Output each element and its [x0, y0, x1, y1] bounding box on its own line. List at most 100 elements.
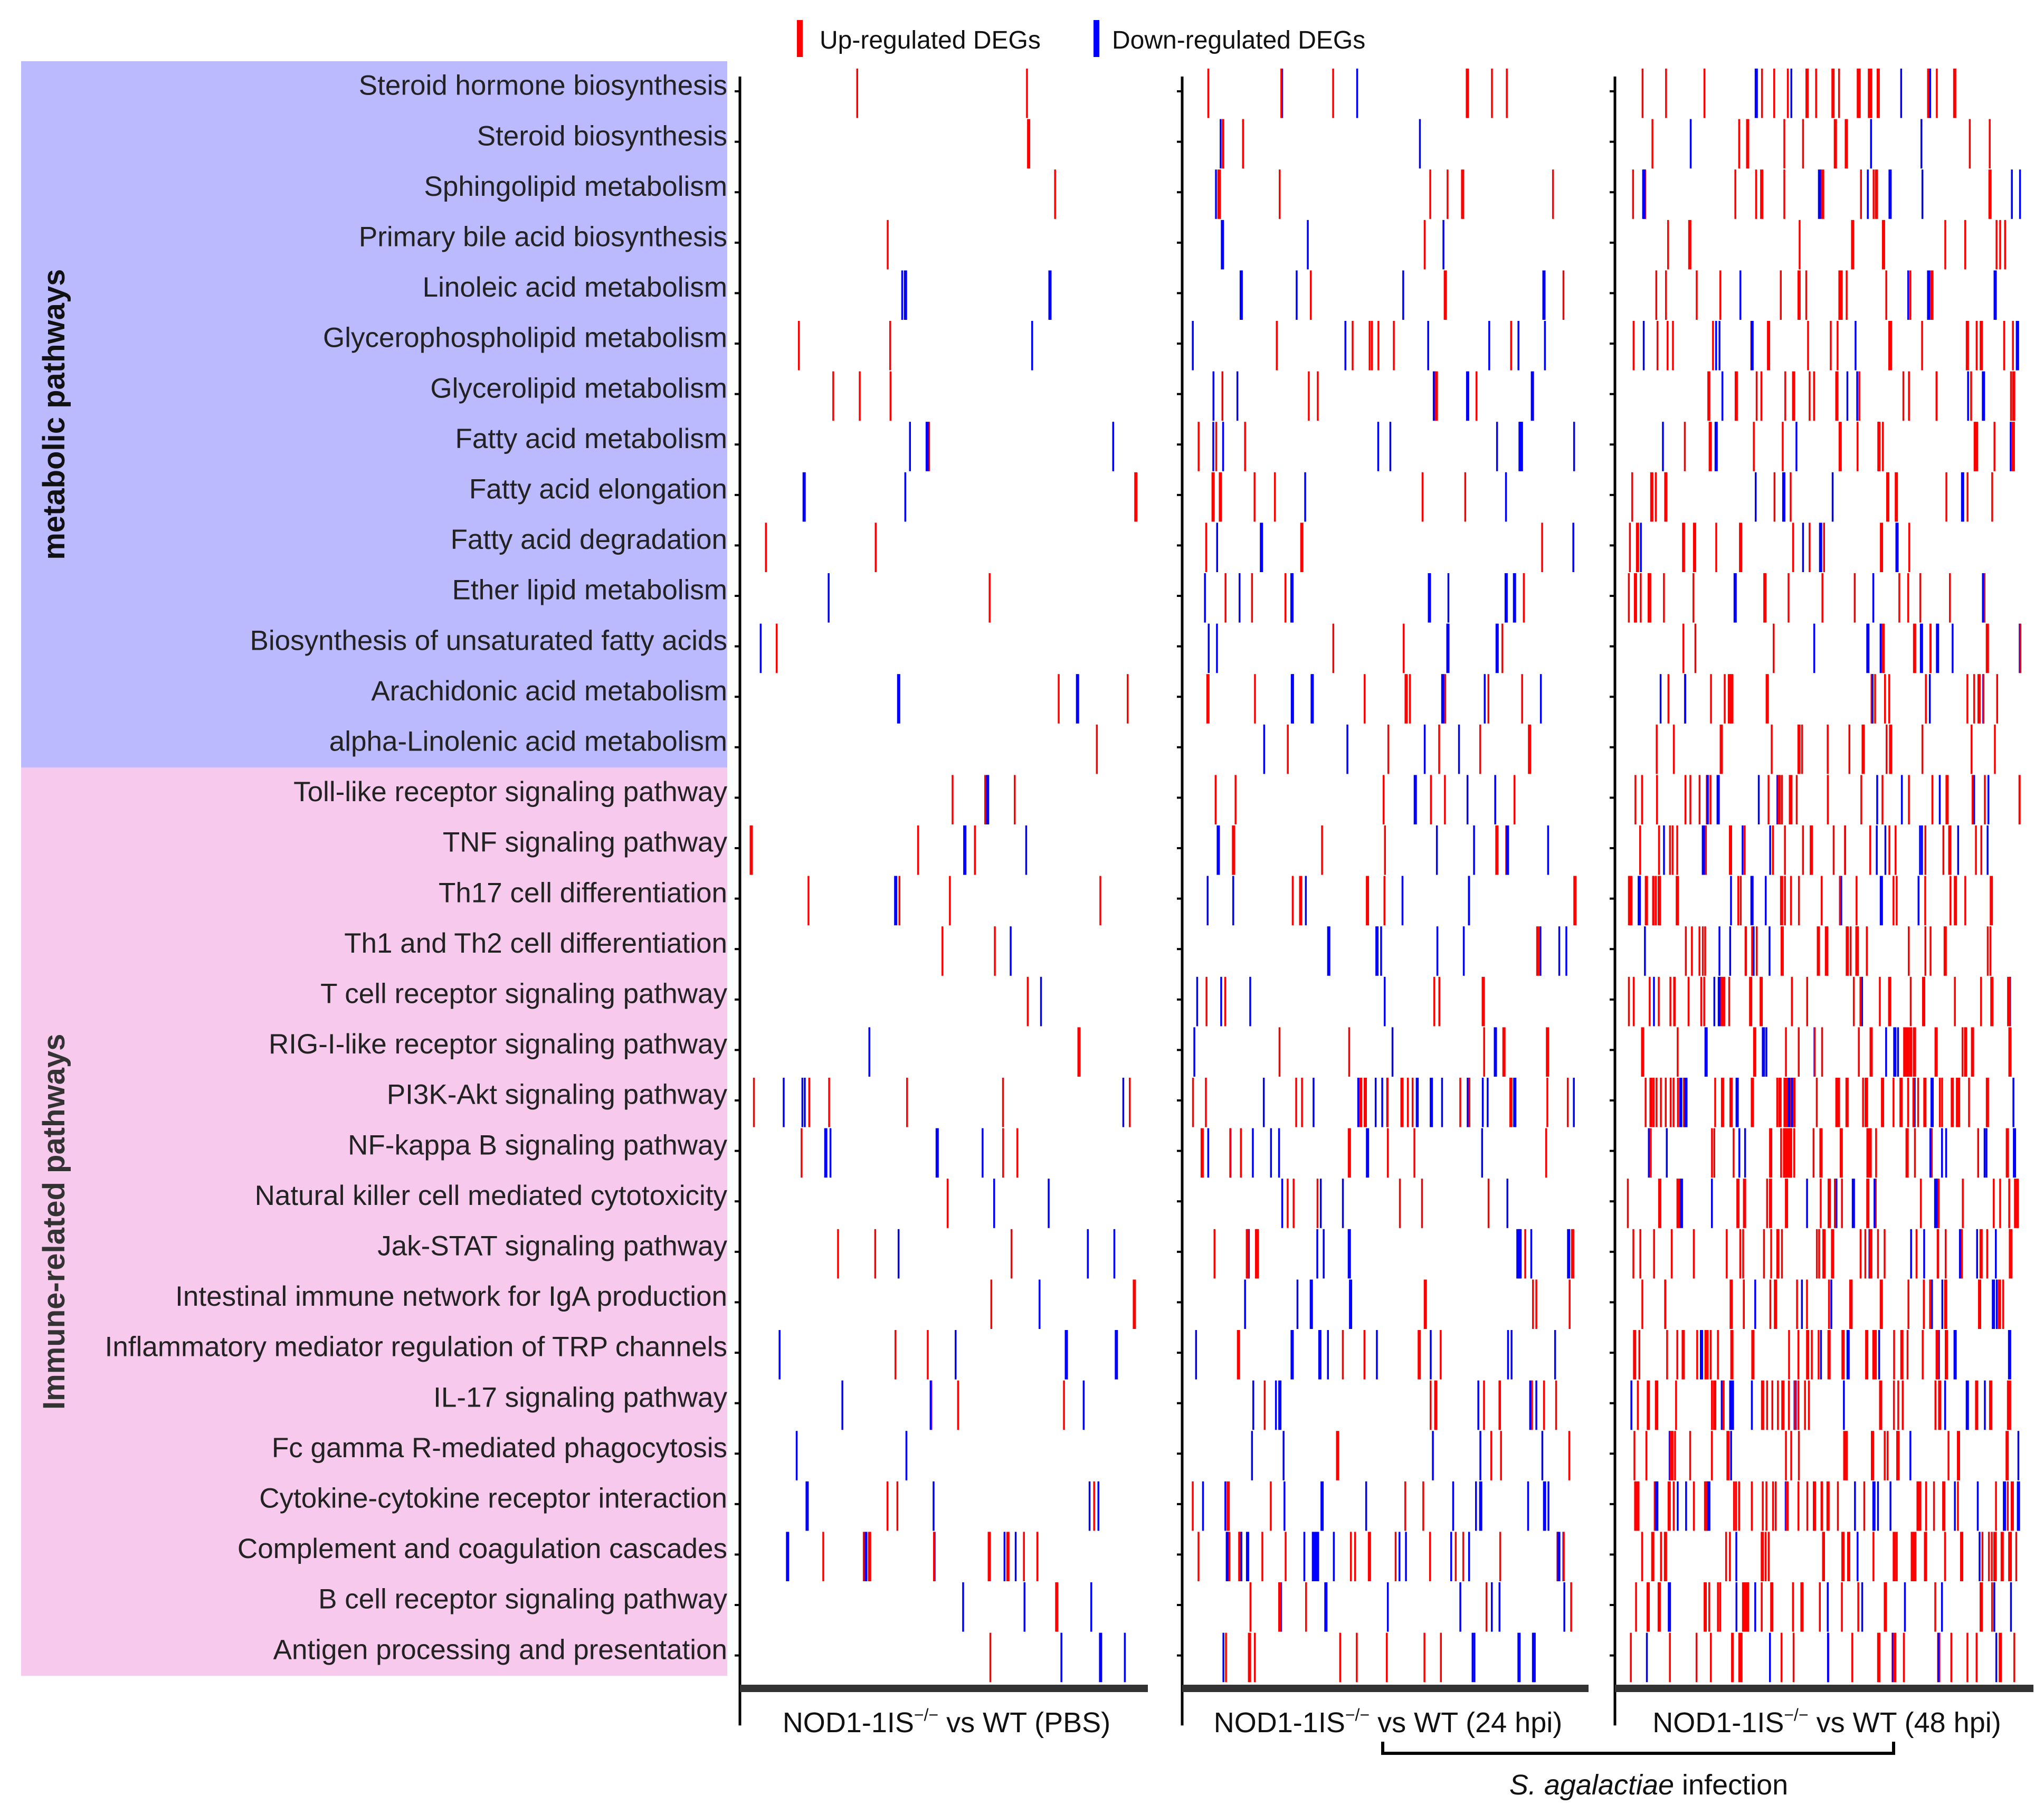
deg-mark-up: [1881, 623, 1885, 673]
deg-mark-down: [1742, 825, 1744, 875]
deg-mark-down: [1494, 1027, 1497, 1077]
deg-mark-up: [1310, 270, 1312, 320]
deg-mark-up: [1948, 825, 1952, 875]
deg-mark-down: [1196, 976, 1199, 1027]
deg-mark-up: [1656, 1078, 1658, 1127]
deg-mark-up: [1884, 1582, 1887, 1632]
deg-mark-down: [1907, 270, 1909, 320]
deg-mark-up: [1444, 775, 1446, 824]
deg-mark-up: [1888, 976, 1891, 1027]
deg-mark-down: [1122, 1078, 1125, 1127]
deg-mark-down: [1484, 674, 1486, 724]
deg-mark-down: [1900, 775, 1903, 824]
deg-mark-down: [1730, 1431, 1732, 1480]
deg-mark-up: [1023, 1532, 1025, 1581]
deg-mark-up: [1727, 674, 1731, 724]
deg-mark-up: [1656, 1380, 1659, 1430]
deg-mark-up: [856, 69, 858, 118]
deg-mark-up: [1831, 1229, 1834, 1279]
deg-mark-up: [1908, 775, 1910, 824]
deg-mark-down: [1700, 1330, 1703, 1380]
deg-mark-up: [1907, 573, 1909, 623]
deg-mark-down: [1216, 825, 1220, 875]
deg-mark-up: [1255, 1229, 1258, 1279]
deg-mark-down: [1888, 169, 1892, 219]
deg-mark-down: [1818, 169, 1821, 219]
deg-mark-up: [1813, 371, 1815, 421]
deg-mark-up: [1980, 321, 1983, 371]
deg-mark-up: [1429, 169, 1431, 219]
deg-mark-up: [1968, 1078, 1970, 1127]
deg-mark-up: [1893, 1632, 1896, 1683]
deg-mark-up: [1818, 1330, 1820, 1380]
deg-mark-up: [1675, 1380, 1677, 1430]
deg-mark-up: [1784, 371, 1786, 421]
deg-mark-up: [1129, 1078, 1131, 1127]
row-label: Sphingolipid metabolism: [424, 171, 728, 202]
deg-mark-up: [1227, 1481, 1230, 1531]
deg-mark-down: [1872, 1481, 1876, 1531]
deg-mark-down: [1090, 1582, 1092, 1632]
deg-mark-down: [1750, 876, 1754, 926]
deg-mark-up: [1475, 371, 1478, 421]
deg-mark-down: [1769, 825, 1771, 875]
deg-mark-up: [1896, 1532, 1898, 1581]
deg-mark-down: [1023, 1582, 1025, 1632]
deg-mark-up: [1766, 1179, 1769, 1228]
deg-mark-up: [749, 825, 753, 875]
deg-mark-up: [1430, 775, 1432, 824]
deg-mark-up: [1852, 976, 1855, 1027]
deg-mark-up: [1789, 775, 1791, 824]
deg-mark-up: [1837, 321, 1839, 371]
deg-mark-up: [1386, 1078, 1389, 1127]
deg-mark-down: [1921, 169, 1924, 219]
deg-mark-up: [1995, 1481, 1997, 1531]
deg-mark-down: [1751, 1380, 1753, 1430]
deg-mark-down: [1861, 976, 1864, 1027]
deg-mark-down: [1481, 1128, 1484, 1178]
deg-mark-up: [1720, 976, 1723, 1027]
deg-mark-down: [1496, 422, 1498, 471]
deg-mark-up: [1898, 573, 1900, 623]
deg-mark-down: [1653, 976, 1655, 1027]
deg-mark-up: [1739, 523, 1743, 572]
deg-mark-up: [1973, 422, 1976, 471]
deg-mark-up: [1989, 119, 1991, 169]
deg-mark-up: [1902, 371, 1905, 421]
deg-mark-up: [1781, 1380, 1785, 1430]
deg-mark-up: [1737, 876, 1739, 926]
deg-mark-up: [1789, 1128, 1792, 1178]
deg-mark-up: [801, 1128, 803, 1178]
deg-mark-up: [1364, 674, 1366, 724]
deg-mark-up: [1192, 1078, 1194, 1127]
deg-mark-up: [1950, 876, 1952, 926]
deg-mark-up: [1937, 1179, 1940, 1228]
deg-mark-down: [1689, 119, 1692, 169]
deg-mark-down: [1416, 1078, 1419, 1127]
deg-mark-up: [1720, 1078, 1724, 1127]
deg-mark-down: [1290, 1330, 1294, 1380]
deg-mark-down: [1376, 1330, 1378, 1380]
deg-mark-up: [1641, 1532, 1643, 1581]
deg-mark-up: [1770, 1582, 1774, 1632]
deg-mark-down: [1973, 775, 1975, 824]
deg-mark-up: [837, 1229, 839, 1279]
deg-mark-up: [1870, 674, 1872, 724]
deg-mark-down: [1216, 623, 1218, 673]
deg-mark-up: [1528, 724, 1532, 774]
deg-mark-up: [1766, 1380, 1769, 1430]
row-label: PI3K-Akt signaling pathway: [387, 1079, 728, 1110]
deg-mark-up: [1792, 1078, 1796, 1127]
deg-mark-down: [1458, 724, 1460, 774]
deg-mark-up: [1995, 220, 1998, 270]
deg-mark-up: [1438, 724, 1440, 774]
deg-mark-up: [1660, 1078, 1662, 1127]
deg-mark-down: [1806, 1179, 1808, 1228]
deg-mark-up: [1798, 1431, 1800, 1480]
deg-mark-down: [1648, 1128, 1650, 1178]
deg-mark-up: [1215, 422, 1218, 471]
deg-mark-up: [1986, 926, 1989, 976]
deg-mark-down: [864, 1532, 868, 1581]
deg-mark-up: [1287, 1179, 1289, 1228]
deg-mark-up: [1869, 1229, 1872, 1279]
